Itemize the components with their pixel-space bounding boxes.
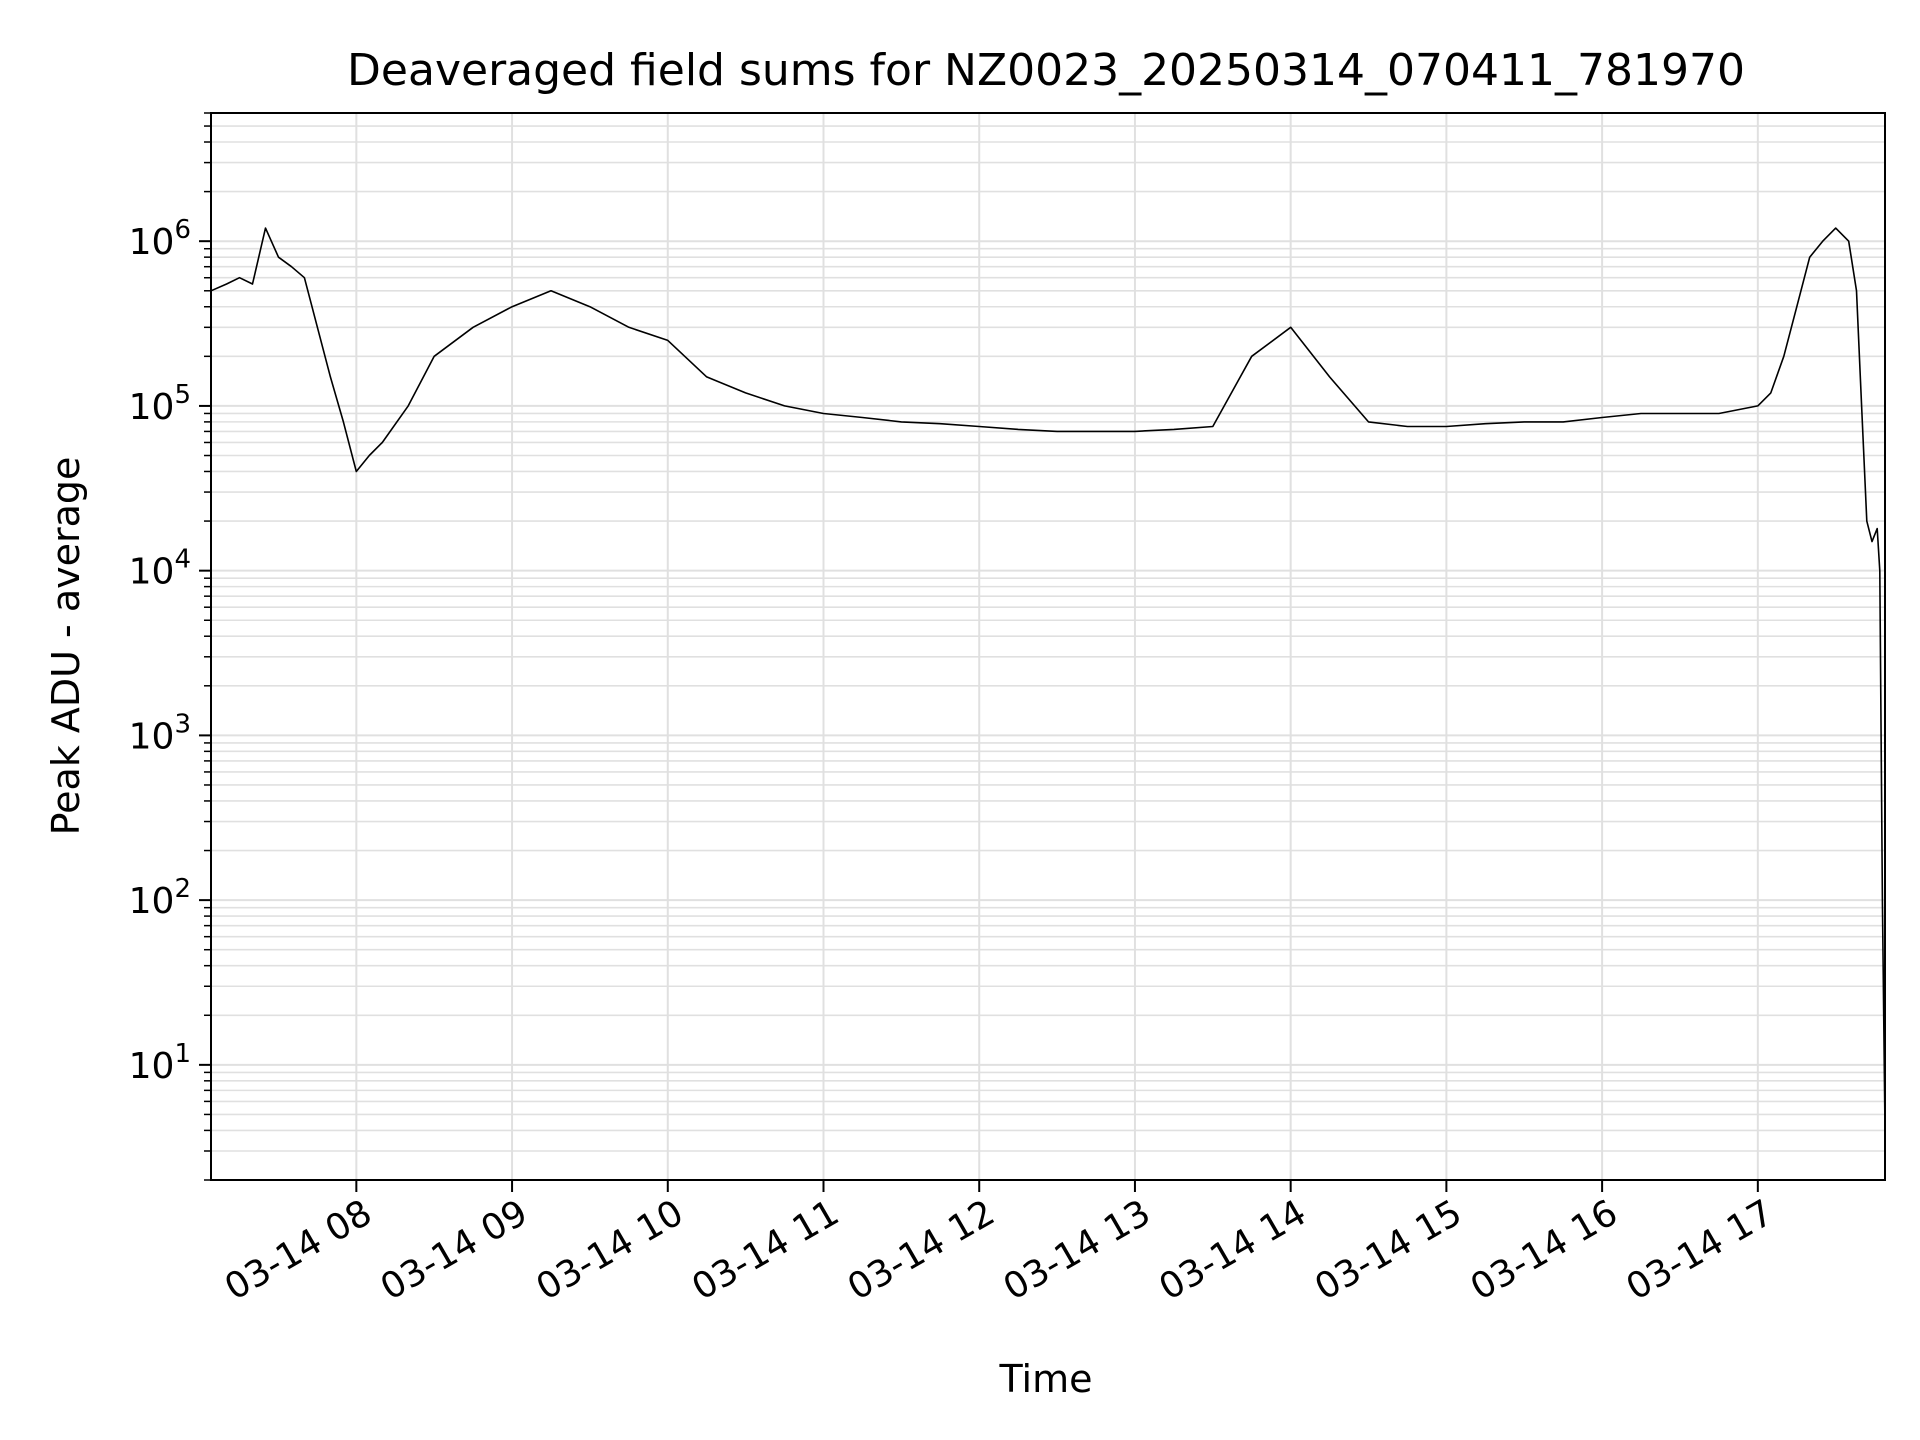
y-tick-label: 104 <box>129 545 191 593</box>
y-tick-label: 105 <box>129 380 191 428</box>
x-tick-label: 03-14 14 <box>1152 1192 1313 1308</box>
y-tick-label: 101 <box>129 1039 191 1087</box>
chart-title: Deaveraged field sums for NZ0023_2025031… <box>347 45 1745 96</box>
x-tick-label: 03-14 09 <box>374 1192 535 1308</box>
x-tick-label: 03-14 17 <box>1620 1192 1781 1308</box>
y-tick-exponent: 1 <box>174 1039 191 1069</box>
x-tick-label: 03-14 12 <box>841 1192 1002 1308</box>
y-tick-base: 10 <box>129 881 175 922</box>
y-tick-base: 10 <box>129 716 175 757</box>
x-tick-label: 03-14 11 <box>685 1192 846 1308</box>
plot-frame <box>210 112 1886 1181</box>
grid <box>211 112 1885 1181</box>
x-tick-label: 03-14 08 <box>218 1192 379 1308</box>
y-tick-exponent: 5 <box>174 380 191 410</box>
x-tick-label: 03-14 15 <box>1308 1192 1469 1308</box>
x-tick-label: 03-14 13 <box>997 1192 1158 1308</box>
y-tick-exponent: 2 <box>174 874 191 904</box>
y-tick-base: 10 <box>129 1046 175 1087</box>
y-axis-label: Peak ADU - average <box>44 457 88 836</box>
y-tick-base: 10 <box>129 387 175 428</box>
y-tick-exponent: 6 <box>174 215 191 245</box>
y-tick-label: 102 <box>129 874 191 922</box>
x-tick-label: 03-14 10 <box>530 1192 691 1308</box>
y-tick-label: 103 <box>129 709 191 757</box>
y-tick-base: 10 <box>129 222 175 263</box>
y-tick-base: 10 <box>129 552 175 593</box>
y-tick-label: 106 <box>129 215 191 263</box>
series-line <box>210 227 1886 1131</box>
y-tick-exponent: 3 <box>174 709 191 739</box>
y-tick-exponent: 4 <box>174 545 191 575</box>
x-tick-label: 03-14 16 <box>1464 1192 1625 1308</box>
series-group <box>210 227 1886 1131</box>
x-axis-label: Time <box>999 1357 1093 1401</box>
